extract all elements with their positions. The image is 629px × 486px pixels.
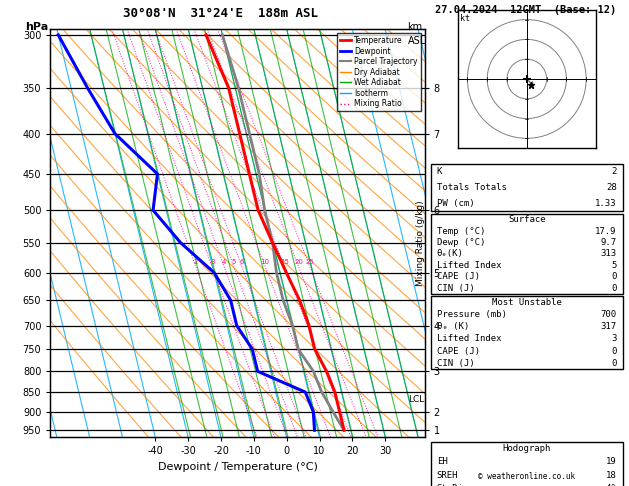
Text: 313: 313	[601, 249, 617, 259]
Text: 4: 4	[222, 259, 226, 265]
Text: 5: 5	[231, 259, 236, 265]
Text: 25: 25	[306, 259, 314, 265]
Text: Totals Totals: Totals Totals	[437, 183, 507, 192]
Text: 10: 10	[260, 259, 270, 265]
Text: CAPE (J): CAPE (J)	[437, 272, 480, 281]
Text: 4°: 4°	[606, 484, 617, 486]
Bar	[431, 442, 623, 486]
Text: SREH: SREH	[437, 470, 459, 480]
Text: 700: 700	[601, 310, 617, 319]
Text: 317: 317	[601, 322, 617, 331]
Text: θₑ (K): θₑ (K)	[437, 322, 469, 331]
Text: Pressure (mb): Pressure (mb)	[437, 310, 507, 319]
Text: km: km	[408, 22, 423, 32]
Text: 1.33: 1.33	[595, 199, 617, 208]
Bar	[431, 164, 623, 211]
Text: 18: 18	[606, 470, 617, 480]
Bar	[431, 296, 623, 369]
Text: 3: 3	[210, 259, 214, 265]
Text: CIN (J): CIN (J)	[437, 284, 474, 293]
Text: Surface: Surface	[508, 215, 545, 224]
Text: 2: 2	[194, 259, 198, 265]
X-axis label: Dewpoint / Temperature (°C): Dewpoint / Temperature (°C)	[157, 462, 318, 472]
Text: hPa: hPa	[25, 22, 48, 32]
Text: © weatheronline.co.uk: © weatheronline.co.uk	[478, 472, 576, 481]
Text: 3: 3	[611, 334, 617, 344]
Legend: Temperature, Dewpoint, Parcel Trajectory, Dry Adiabat, Wet Adiabat, Isotherm, Mi: Temperature, Dewpoint, Parcel Trajectory…	[337, 33, 421, 111]
Text: EH: EH	[437, 457, 448, 467]
Text: CAPE (J): CAPE (J)	[437, 347, 480, 356]
Text: CIN (J): CIN (J)	[437, 359, 474, 368]
Text: K: K	[437, 167, 442, 176]
Text: 5: 5	[611, 261, 617, 270]
Text: 0: 0	[611, 272, 617, 281]
Text: LCL: LCL	[408, 395, 424, 404]
Text: 6: 6	[240, 259, 244, 265]
Text: 0: 0	[611, 284, 617, 293]
Text: ASL: ASL	[408, 36, 426, 47]
Text: Mixing Ratio (g/kg): Mixing Ratio (g/kg)	[416, 200, 425, 286]
Text: 9.7: 9.7	[601, 238, 617, 247]
Text: 19: 19	[606, 457, 617, 467]
Text: Dewp (°C): Dewp (°C)	[437, 238, 485, 247]
Text: 2: 2	[611, 167, 617, 176]
Text: kt: kt	[460, 14, 469, 23]
Text: 20: 20	[294, 259, 303, 265]
Text: 15: 15	[280, 259, 289, 265]
Text: θₑ(K): θₑ(K)	[437, 249, 464, 259]
Text: 17.9: 17.9	[595, 226, 617, 236]
Text: StmDir: StmDir	[437, 484, 469, 486]
Text: Most Unstable: Most Unstable	[492, 298, 562, 307]
Text: 0: 0	[611, 359, 617, 368]
Text: Lifted Index: Lifted Index	[437, 261, 501, 270]
Text: 28: 28	[606, 183, 617, 192]
Text: 0: 0	[611, 347, 617, 356]
Text: Hodograph: Hodograph	[503, 444, 551, 453]
Text: 30°08'N  31°24'E  188m ASL: 30°08'N 31°24'E 188m ASL	[123, 7, 318, 20]
Text: Lifted Index: Lifted Index	[437, 334, 501, 344]
Text: Temp (°C): Temp (°C)	[437, 226, 485, 236]
Text: 27.04.2024  12GMT  (Base: 12): 27.04.2024 12GMT (Base: 12)	[435, 5, 616, 15]
Bar	[431, 214, 623, 294]
Text: PW (cm): PW (cm)	[437, 199, 474, 208]
